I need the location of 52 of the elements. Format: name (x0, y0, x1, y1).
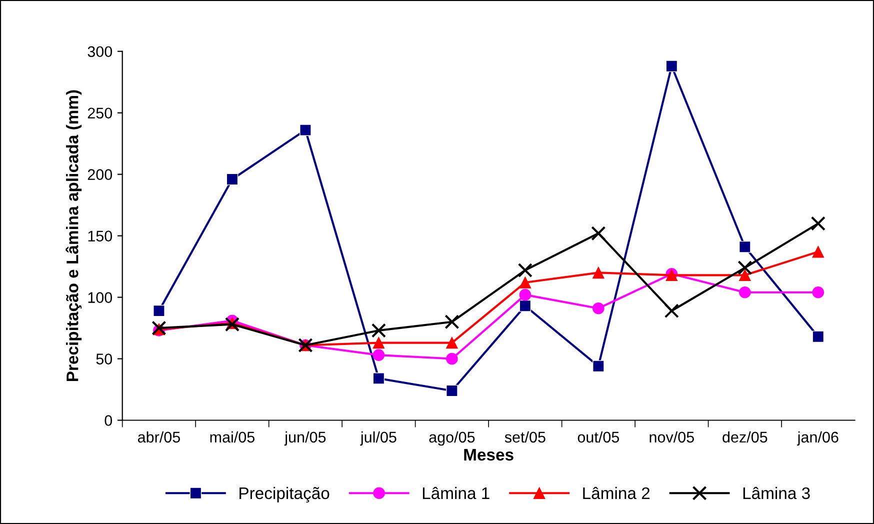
point (664, 304, 679, 318)
point (592, 360, 604, 372)
x-tick-label: ago/05 (429, 431, 475, 446)
x-tick-label: jul/05 (360, 431, 396, 446)
x-tick-label: out/05 (578, 431, 620, 443)
y-tick-label: 150 (88, 230, 112, 242)
y-axis-title: Precipitação e Lâmina aplicada (mm) (66, 90, 82, 382)
x-tick-label: abr/05 (138, 431, 180, 443)
point (738, 260, 752, 276)
point (519, 276, 532, 288)
x-tick-label: jan/06 (796, 431, 838, 446)
point (812, 246, 824, 258)
point (519, 288, 532, 301)
point (739, 269, 751, 282)
point (226, 173, 238, 186)
x-tick-label: jun/05 (284, 431, 326, 446)
point (371, 323, 386, 338)
point (444, 314, 460, 330)
point (300, 124, 312, 136)
point (446, 336, 458, 349)
y-tick-label: 200 (88, 169, 112, 180)
x-tick-label: set/05 (504, 431, 546, 443)
y-tick-label: 0 (104, 415, 112, 426)
point (739, 286, 751, 298)
point (372, 336, 385, 349)
point (372, 372, 385, 384)
x-tick-label: dez/05 (722, 431, 768, 443)
y-tick-label: 50 (96, 354, 112, 364)
y-tick-label: 300 (88, 46, 112, 58)
point (446, 384, 458, 397)
point (591, 226, 606, 241)
point (372, 349, 385, 361)
point (518, 262, 532, 278)
point (153, 304, 165, 317)
point (812, 286, 824, 298)
point (812, 330, 824, 343)
x-tick-label: mai/05 (210, 431, 255, 443)
legend-label: Lâmina 3 (743, 486, 810, 500)
point (446, 352, 458, 365)
point (592, 302, 604, 314)
y-tick-label: 250 (88, 108, 112, 119)
point (519, 300, 532, 312)
point (666, 60, 678, 72)
legend-label: Lâmina 2 (583, 486, 650, 500)
legend-label: Lâmina 1 (422, 486, 490, 500)
point (592, 266, 604, 279)
x-axis-title: Meses (464, 448, 514, 461)
legend-label: Precipitação (240, 486, 330, 503)
point (739, 240, 751, 253)
point (810, 216, 826, 231)
y-tick-label: 100 (88, 292, 112, 303)
x-tick-label: nov/05 (650, 431, 694, 443)
